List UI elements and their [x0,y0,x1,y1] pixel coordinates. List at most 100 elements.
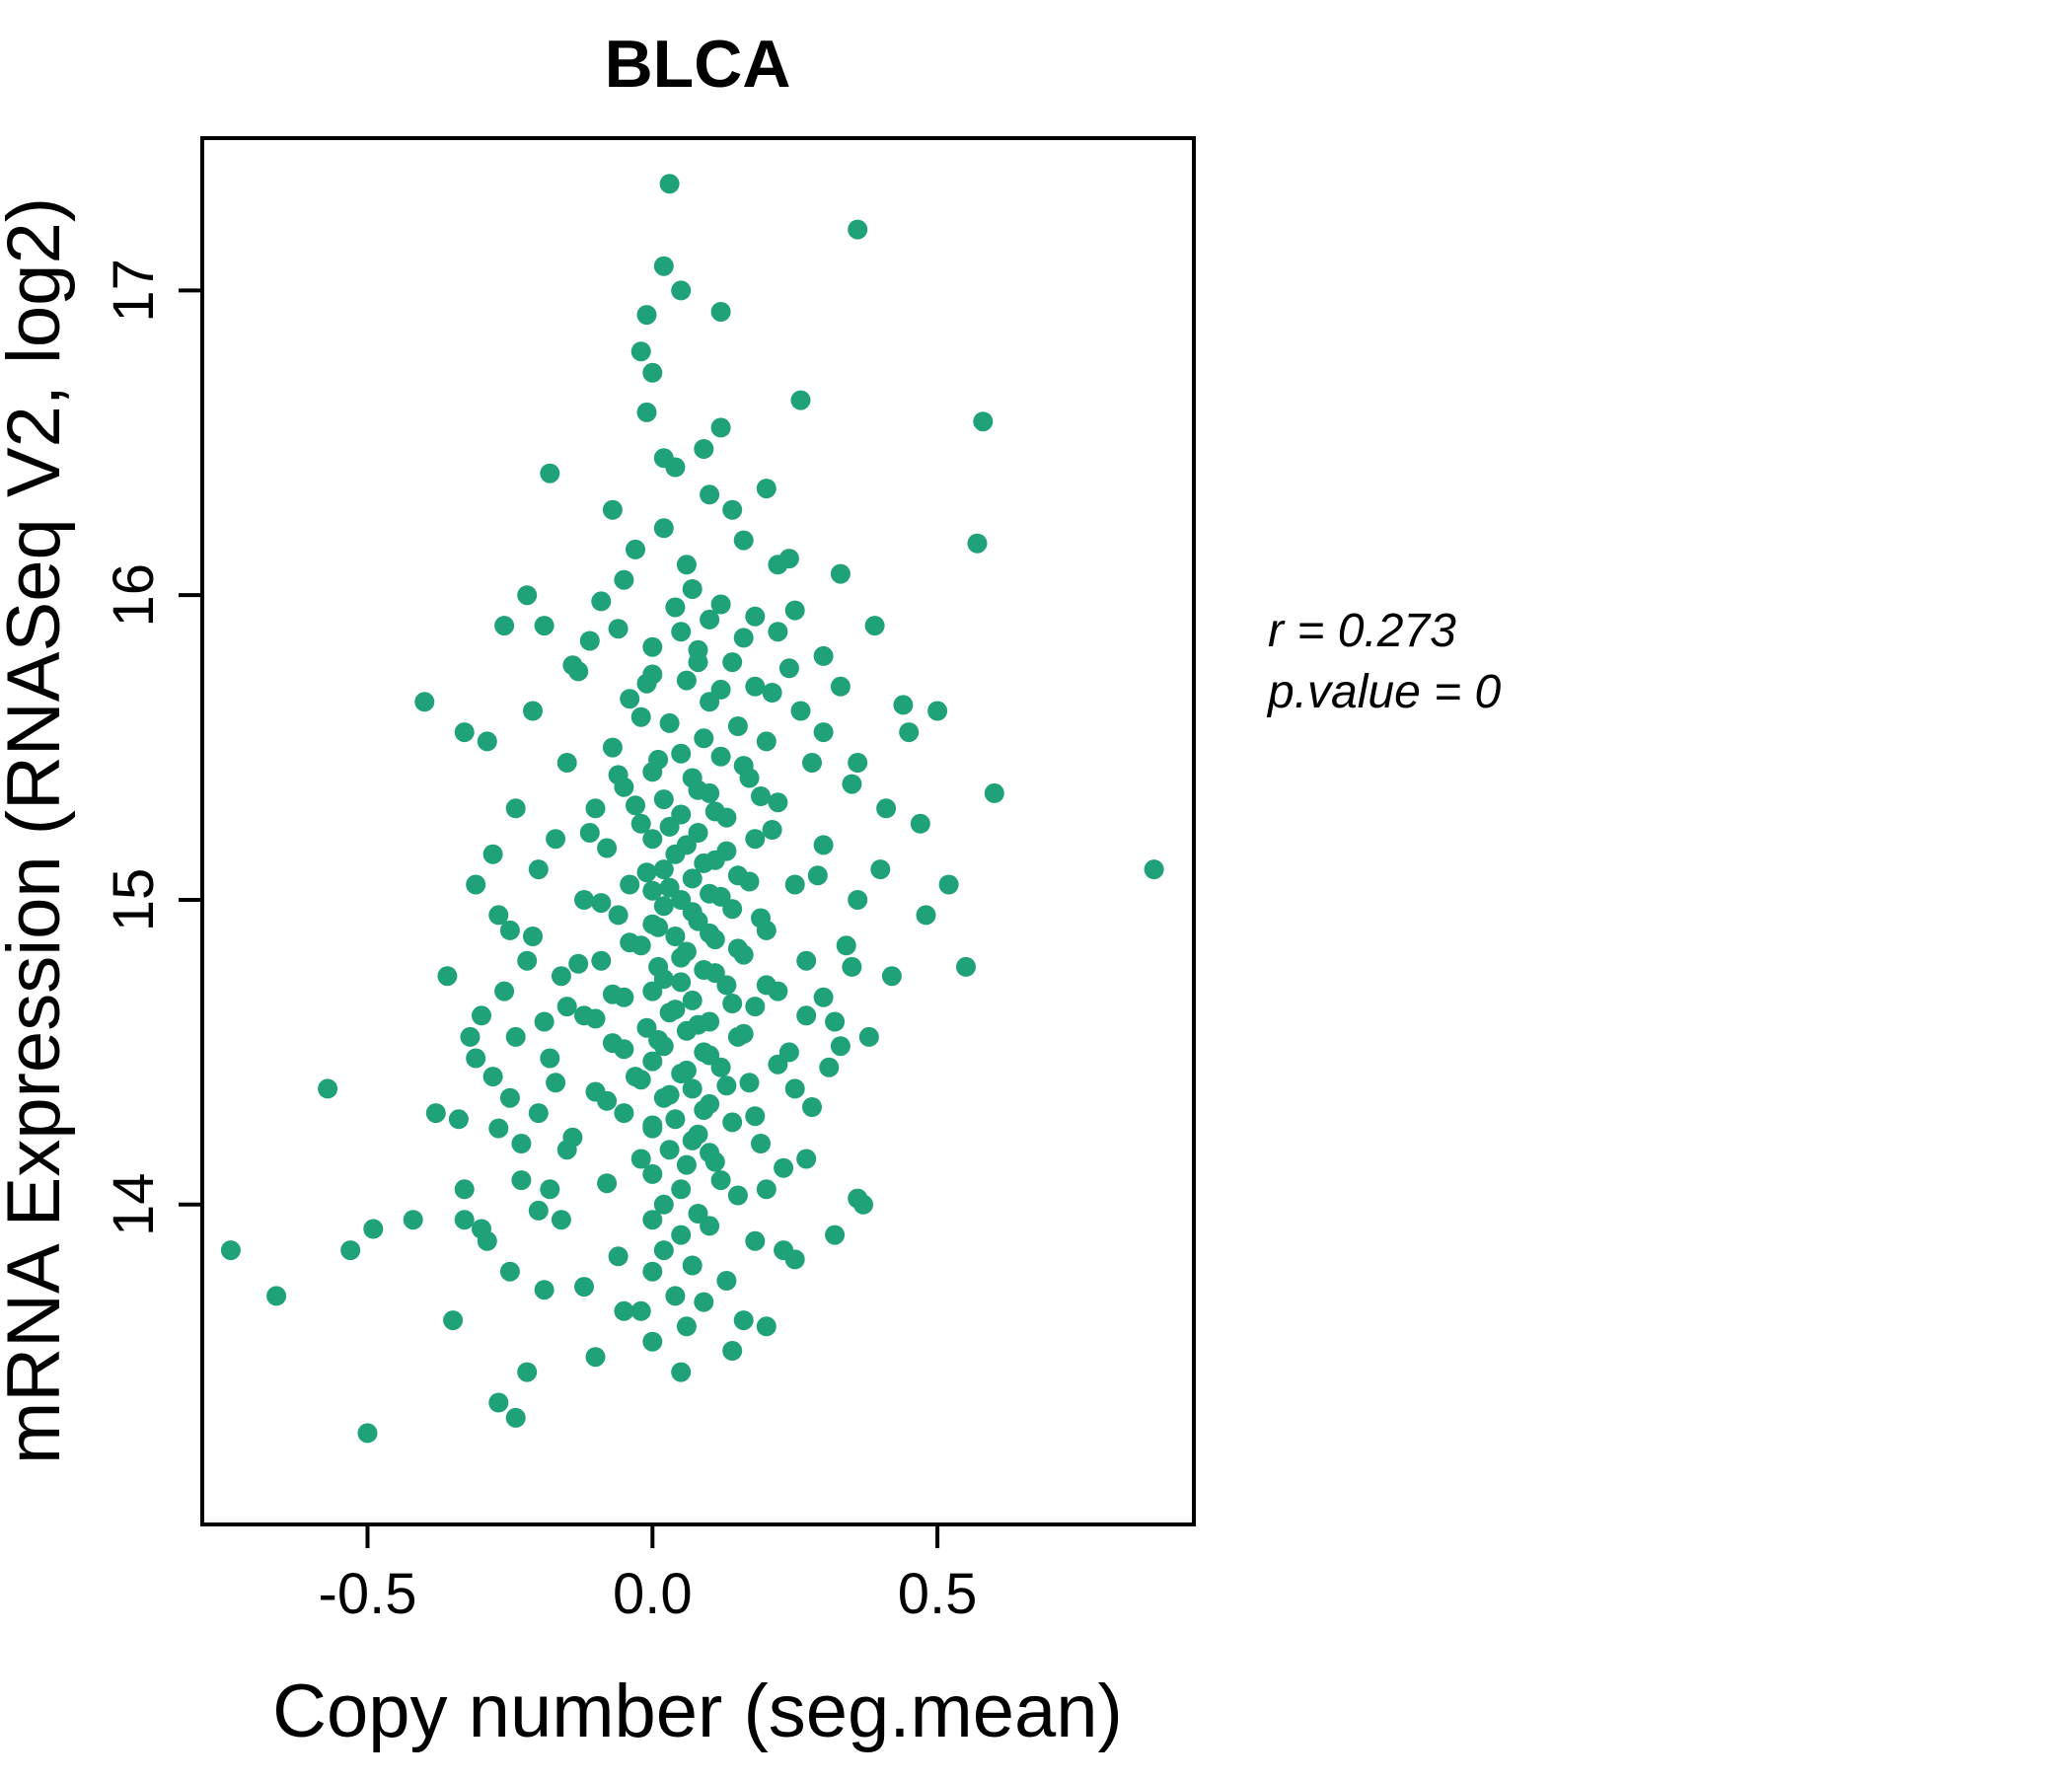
data-point [899,722,920,743]
data-point [488,905,509,926]
data-point [745,1106,766,1127]
data-point [830,563,851,584]
data-point [864,616,885,636]
data-point [614,1300,634,1321]
data-point [608,619,629,639]
data-point [830,676,851,697]
data-point [825,1011,846,1032]
points-layer [220,174,1164,1444]
data-point [671,622,692,642]
data-point [505,798,526,819]
data-point [425,1103,446,1124]
data-point [602,499,623,520]
data-point [813,722,834,743]
data-point [517,950,538,971]
data-point [630,1300,651,1321]
data-point [768,1054,788,1075]
data-point [802,1097,822,1117]
data-point [722,1112,743,1133]
data-point [653,1240,674,1261]
data-point [585,798,606,819]
data-point [597,1173,618,1194]
data-point [688,1014,708,1035]
data-point [768,792,788,813]
data-point [659,174,680,194]
data-point [630,341,651,362]
data-point [482,1067,503,1087]
data-point [751,908,771,928]
data-point [710,746,731,767]
data-point [517,1362,538,1382]
data-point [614,569,634,590]
data-point [585,1347,606,1368]
data-point [494,616,515,636]
data-point [597,1090,618,1111]
data-point [722,899,743,920]
data-point [546,829,566,850]
data-point [671,280,692,301]
data-point [682,1255,703,1276]
data-point [813,835,834,855]
data-point [768,555,788,575]
data-point [984,782,1004,803]
plot-border [200,136,1196,1526]
data-point [556,753,577,773]
data-point [751,786,771,806]
data-point [671,1224,692,1245]
data-point [653,256,674,276]
data-point [505,1026,526,1047]
data-point [511,1170,532,1191]
data-point [745,676,766,697]
data-point [665,844,686,864]
data-point [551,966,571,987]
data-point [938,874,959,895]
data-point [591,950,612,971]
y-tick-label: 17 [102,259,166,323]
data-point [620,874,640,895]
data-point [956,956,976,977]
data-point [454,1179,475,1200]
data-point [653,969,674,990]
data-point [528,1200,549,1221]
data-point [842,774,862,794]
data-point [665,1109,686,1130]
data-point [665,927,686,946]
data-point [636,402,657,422]
data-point [574,890,594,910]
data-point [825,1224,846,1245]
data-point [357,1423,378,1444]
data-point [659,712,680,733]
data-point [722,994,743,1013]
data-point [488,1392,509,1413]
data-point [836,935,856,956]
data-point [620,689,640,709]
data-point [676,555,697,575]
data-point [784,1249,805,1270]
data-point [739,1073,760,1093]
data-point [363,1219,384,1239]
data-point [756,1179,777,1200]
data-point [796,950,817,971]
data-point [676,1316,697,1337]
data-point [927,701,948,721]
data-point [762,683,782,703]
data-point [653,789,674,810]
data-point [642,362,663,383]
data-point [796,1149,817,1169]
data-point [511,1134,532,1153]
data-point [534,1280,555,1300]
data-point [727,938,748,959]
data-point [540,463,560,483]
data-point [704,963,725,984]
data-point [784,1078,805,1099]
data-point [505,1407,526,1428]
data-point [642,664,663,685]
data-point [443,1310,464,1331]
data-point [694,853,714,873]
data-point [540,1048,560,1069]
data-point [756,479,777,499]
data-point [488,1118,509,1139]
data-point [568,661,589,682]
data-point [682,1130,703,1150]
data-point [774,1157,794,1178]
